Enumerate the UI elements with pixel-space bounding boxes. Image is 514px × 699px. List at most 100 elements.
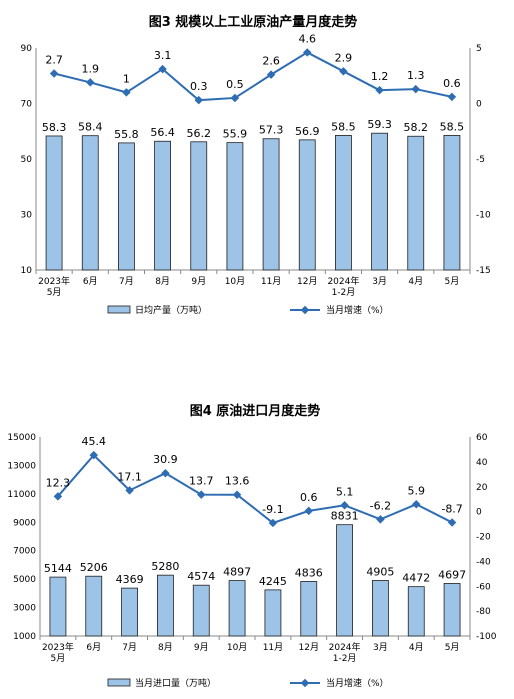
y-left-tick-label: 90 [21,44,33,54]
line-data-label: 1.3 [407,69,425,82]
line-data-label: 2.9 [335,51,353,64]
line-point [161,468,170,478]
bar [118,142,135,271]
x-tick-label: 2024年 1-2月 [329,641,361,664]
bar-data-label: 58.2 [404,121,429,134]
bar [45,135,63,271]
legend-line-marker [300,305,310,315]
bar-data-label: 56.2 [187,127,212,140]
bar [154,140,171,271]
line-point [89,450,98,460]
line-point [339,67,348,76]
line-data-label: 5.9 [408,484,426,497]
y-right-tick-label: -20 [476,533,491,543]
bar-data-label: 4472 [402,572,430,585]
x-tick-label: 6月 [86,642,101,653]
y-left-tick-label: 10 [21,266,33,276]
line-point [53,492,63,501]
line-data-label: 12.3 [46,476,71,489]
line-data-label: -6.2 [370,499,391,512]
bar [298,139,316,271]
line-point [197,490,206,499]
x-tick-label: 12月 [297,276,317,287]
bar [407,135,425,271]
y-left-tick-label: 70 [21,100,33,110]
line-data-label: 0.6 [300,491,318,504]
line-point [266,70,276,79]
bar [372,580,389,637]
line-data-label: -9.1 [262,503,283,516]
line-point [375,85,384,95]
x-tick-label: 8月 [155,276,170,287]
bar [157,574,174,637]
x-tick-label: 3月 [373,642,388,653]
bar-data-label: 58.3 [42,121,67,134]
bar-data-label: 5144 [44,562,72,575]
y-left-tick-label: 3000 [13,604,36,614]
legend-bar-swatch [107,678,131,687]
y-left-tick-label: 7000 [13,547,36,557]
line-point [340,501,349,510]
y-right-tick-label: -5 [476,155,485,165]
line-data-label: -8.7 [441,502,462,515]
x-tick-label: 4月 [408,276,423,287]
x-tick-label: 10月 [225,276,245,287]
x-tick-label: 6月 [83,276,98,287]
bar-data-label: 58.5 [331,120,356,133]
y-left-tick-label: 9000 [13,518,36,528]
y-right-tick-label: -100 [476,632,497,642]
y-right-tick-label: -40 [476,557,491,567]
chart-title: 图3 规模以上工业原油产量月度走势 [149,14,358,30]
line-point [304,506,313,516]
y-left-tick-label: 13000 [7,461,36,471]
chart-title: 图4 原油进口月度走势 [190,403,321,419]
y-right-tick-label: -10 [476,211,491,221]
bar-data-label: 4836 [295,566,323,579]
bar [49,576,67,637]
y-right-tick-label: -15 [476,266,491,276]
bar-data-label: 58.4 [78,121,103,134]
bar [371,132,388,271]
y-right-tick-label: -80 [476,607,491,617]
legend-line-label: 当月增速（%） [326,304,389,316]
legend-line-label: 当月增速（%） [326,677,389,689]
bar-data-label: 4905 [366,565,394,578]
bar [85,575,103,637]
bar-data-label: 4245 [259,575,287,588]
y-right-tick-label: 0 [476,508,482,518]
line-data-label: 1.2 [371,70,389,83]
x-tick-label: 12月 [299,642,319,653]
line-data-label: 30.9 [153,453,178,466]
line-point [86,78,95,87]
bar-data-label: 56.9 [295,125,320,138]
line-point [412,500,421,509]
bar [226,142,244,271]
legend-bar-label: 当月进口量（万吨） [135,677,216,689]
line-point [447,92,457,102]
line-point [158,64,167,74]
bar-data-label: 8831 [331,510,359,523]
x-tick-label: 5月 [445,276,460,287]
line-data-label: 0.6 [443,77,461,90]
growth-line [53,51,453,102]
y-right-tick-label: -60 [476,582,491,592]
y-right-tick-label: 5 [476,44,482,54]
bar-data-label: 59.3 [367,118,392,131]
y-left-tick-label: 11000 [7,490,36,500]
legend-line-marker [300,678,310,688]
bar-data-label: 4369 [116,573,144,586]
legend-bar-swatch [107,305,131,314]
x-tick-label: 9月 [194,642,209,653]
x-tick-label: 4月 [409,642,424,653]
x-tick-label: 5月 [445,642,460,653]
bar [228,580,246,637]
y-right-tick-label: 0 [476,100,482,110]
bar [335,135,352,271]
growth-line [57,453,453,525]
bar-data-label: 56.4 [150,126,175,139]
bar-data-label: 4897 [223,566,251,579]
line-data-label: 5.1 [336,485,354,498]
line-data-label: 1.9 [82,62,100,75]
line-point [268,518,278,528]
